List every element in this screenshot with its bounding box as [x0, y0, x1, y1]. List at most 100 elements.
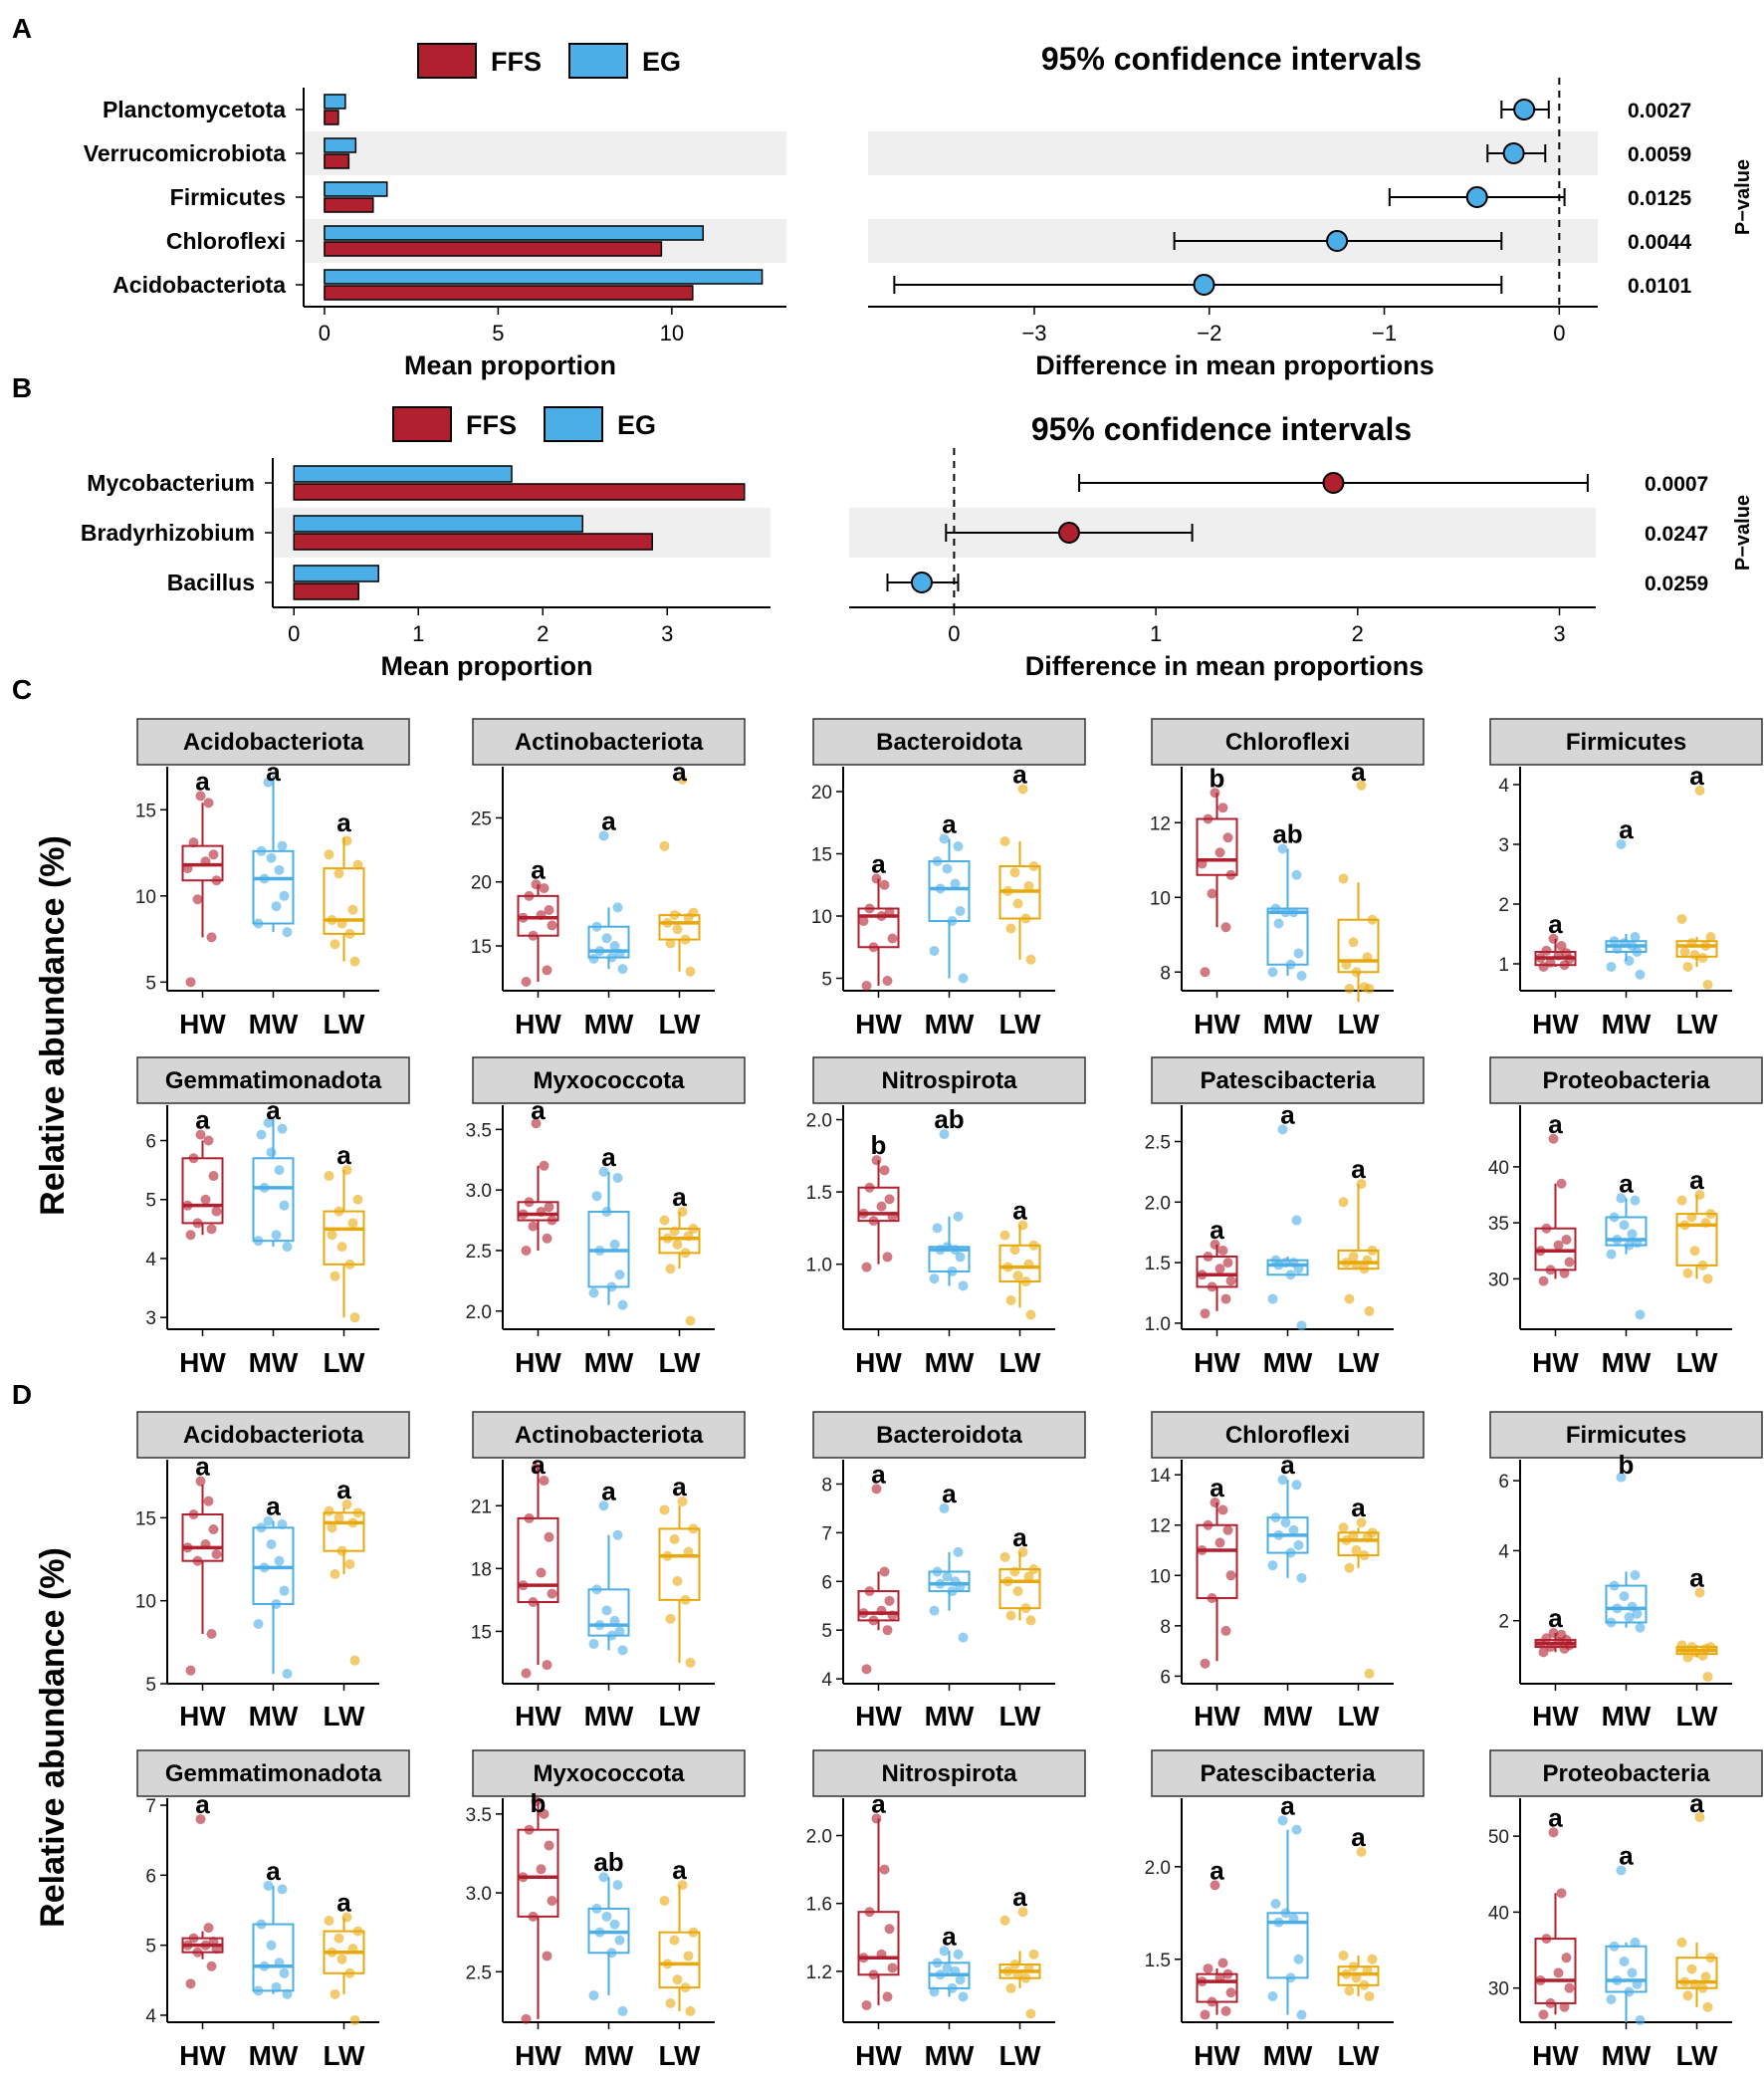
data-point — [263, 1880, 274, 1891]
y-tick-label: 10 — [135, 1592, 156, 1613]
data-point — [521, 1245, 532, 1256]
data-point — [1280, 907, 1291, 918]
data-point — [601, 933, 612, 944]
data-point — [665, 1264, 676, 1274]
data-point — [688, 1927, 699, 1938]
facet-patescibacteria: Patescibacteria 1.0 1.5 2.0 2.5 HW a MW a LW a — [1145, 1056, 1425, 1378]
facet-actinobacteriota: Actinobacteriota 15 20 25 HW a MW a LW a — [471, 718, 746, 1039]
data-point — [1344, 984, 1355, 994]
data-point — [958, 1991, 969, 2002]
y-tick-label: 4 — [145, 1250, 156, 1270]
facet-strip — [812, 718, 1086, 766]
data-point — [1356, 780, 1367, 791]
data-point — [1002, 1576, 1013, 1587]
bar-ffs — [324, 110, 339, 125]
data-point — [683, 1231, 694, 1242]
data-point — [211, 1206, 222, 1217]
data-point — [1288, 1258, 1299, 1269]
facet-acidobacteriota: Acidobacteriota 5 10 15 HW a MW a LW a — [135, 1411, 410, 1731]
data-point — [1535, 1975, 1546, 1986]
data-point — [1630, 1570, 1641, 1581]
category-label: Planctomycetota — [103, 97, 286, 122]
data-point — [864, 1907, 875, 1918]
data-point — [1020, 913, 1031, 924]
x-tick-label: HW — [179, 1701, 226, 1731]
x-tick-label: HW — [1194, 2040, 1240, 2071]
data-point — [1362, 1964, 1373, 1975]
y-tick-label: 2.5 — [1145, 1132, 1171, 1153]
data-point — [861, 1999, 872, 2010]
data-point — [1200, 1658, 1211, 1669]
category-label: Verrucomicrobiota — [84, 140, 286, 166]
data-point — [882, 1991, 893, 2002]
y-tick-label: 1.5 — [1145, 1254, 1171, 1274]
data-point — [617, 2005, 628, 2016]
significance-letter: a — [672, 1182, 687, 1212]
facet-title: Chloroflexi — [1225, 729, 1350, 756]
data-point — [1348, 937, 1359, 948]
data-point — [1700, 1218, 1711, 1229]
data-point — [1548, 933, 1559, 944]
ci-point — [1057, 522, 1080, 544]
data-point — [1362, 1255, 1373, 1266]
data-point — [858, 1953, 869, 1963]
facet-nitrospirota: Nitrospirota 1.0 1.5 2.0 HW b MW ab LW a — [806, 1056, 1086, 1378]
y-tick-label: 2.0 — [466, 1302, 492, 1323]
facet-title: Acidobacteriota — [183, 1422, 364, 1449]
data-point — [1616, 1472, 1627, 1483]
x-tick-label: MW — [925, 1347, 975, 1378]
data-point — [683, 1546, 694, 1557]
data-point — [211, 1549, 222, 1559]
data-point — [680, 1248, 691, 1259]
data-point — [259, 1182, 270, 1193]
x-tick-label: HW — [179, 2040, 226, 2071]
significance-letter: a — [1351, 1493, 1366, 1522]
data-point — [200, 1194, 211, 1205]
y-tick-label: 15 — [135, 1508, 156, 1529]
facet-gemmatimonadota: Gemmatimonadota 3 4 5 6 HW a MW a LW a — [136, 1056, 410, 1378]
data-point — [617, 1645, 628, 1656]
data-point — [1285, 959, 1296, 970]
data-point — [609, 941, 620, 951]
data-point — [271, 901, 282, 912]
data-point — [341, 1500, 352, 1509]
facet-gemmatimonadota: Gemmatimonadota 4 5 6 7 HW a MW a LW a — [136, 1749, 410, 2071]
legend-label-ffs: FFS — [491, 47, 542, 77]
x-tick-label: LW — [324, 2040, 366, 2071]
data-point — [1296, 1320, 1307, 1331]
data-point — [1009, 1245, 1020, 1256]
significance-letter: a — [1689, 1788, 1704, 1818]
data-point — [882, 1625, 893, 1636]
data-point — [884, 907, 895, 918]
data-point — [1296, 971, 1307, 981]
category-label: Acidobacteriota — [112, 272, 286, 298]
data-point — [256, 1129, 267, 1140]
data-point — [349, 2015, 360, 2025]
data-point — [206, 1629, 217, 1639]
significance-letter: a — [1210, 1473, 1224, 1502]
data-point — [858, 1608, 869, 1619]
data-point — [539, 1808, 550, 1819]
data-point — [594, 1927, 605, 1938]
x-tick-label: MW — [1602, 1009, 1652, 1039]
data-point — [195, 1129, 206, 1140]
data-point — [1296, 2009, 1307, 2020]
data-point — [606, 1948, 617, 1959]
data-point — [1356, 1517, 1367, 1528]
data-point — [864, 1586, 875, 1597]
data-point — [274, 1165, 285, 1176]
data-point — [1203, 1519, 1213, 1530]
x-tick-label: HW — [515, 1347, 561, 1378]
ci-point — [1502, 142, 1525, 164]
data-point — [536, 1567, 547, 1578]
data-point — [1561, 948, 1572, 959]
significance-letter: a — [1619, 1840, 1634, 1870]
x-tick-label: HW — [855, 1009, 902, 1039]
data-point — [1341, 959, 1352, 970]
data-point — [1197, 1976, 1208, 1987]
data-point — [341, 835, 352, 846]
data-point — [1338, 1951, 1349, 1962]
data-point — [544, 1531, 554, 1542]
data-point — [1341, 1258, 1352, 1269]
data-point — [347, 1944, 358, 1955]
